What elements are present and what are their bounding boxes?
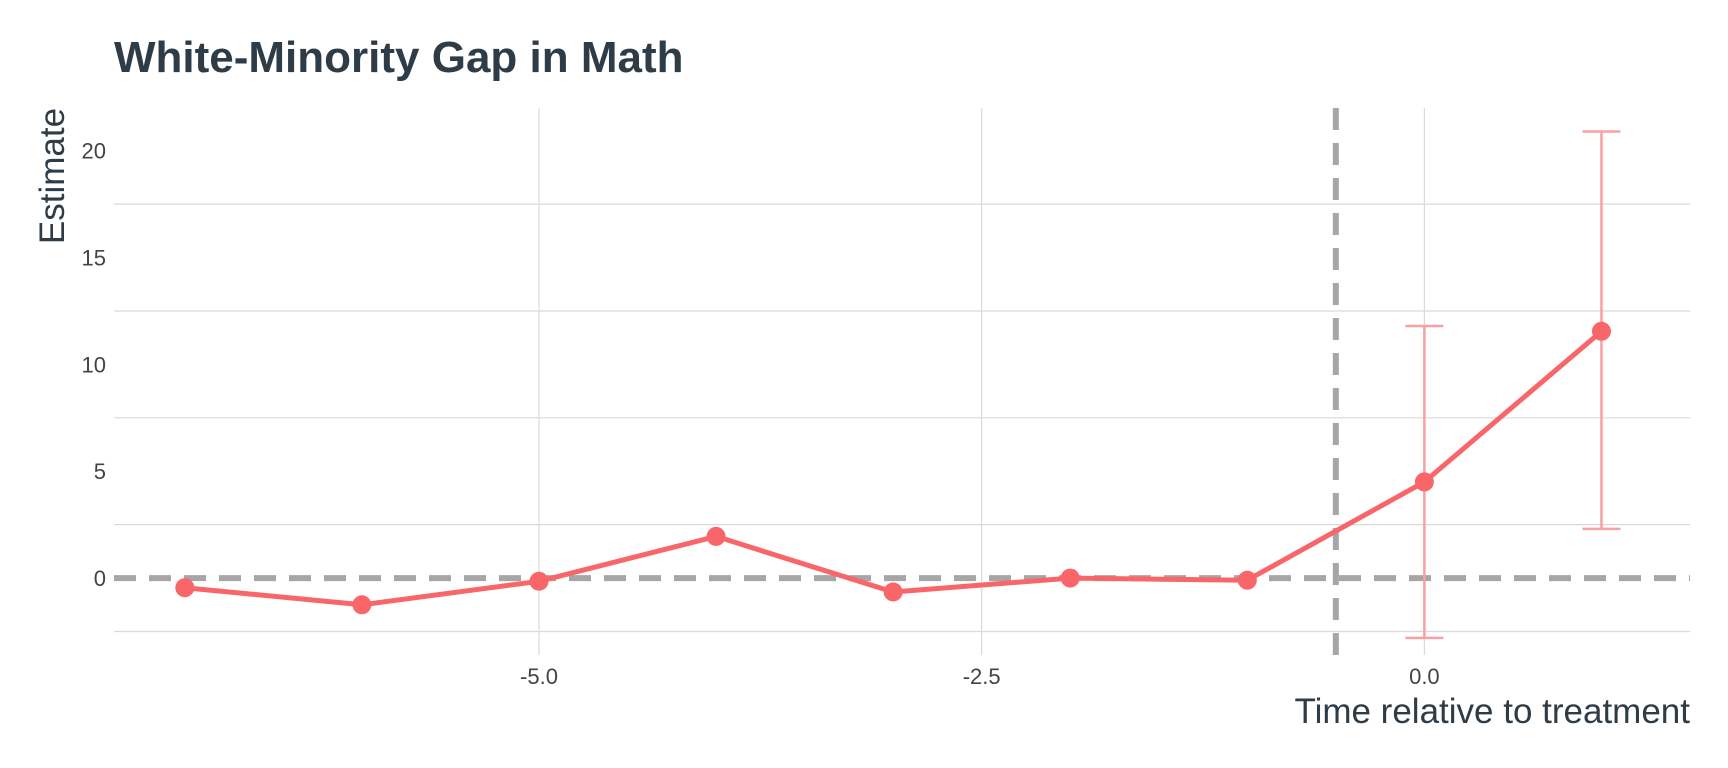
reference-lines — [114, 108, 1690, 655]
data-point — [352, 595, 372, 615]
data-point — [883, 582, 903, 602]
data-point — [529, 571, 549, 591]
error-bars — [1405, 130, 1621, 640]
chart-title: White-Minority Gap in Math — [114, 33, 684, 82]
x-tick-label: -2.5 — [963, 664, 1001, 689]
data-points — [175, 321, 1611, 615]
y-tick-label: 10 — [82, 352, 106, 377]
y-tick-label: 20 — [82, 139, 106, 164]
data-point — [1060, 568, 1080, 588]
x-tick-label: -5.0 — [520, 664, 558, 689]
y-tick-label: 0 — [94, 566, 106, 591]
data-point — [706, 526, 726, 546]
data-point — [175, 578, 195, 598]
series-path — [182, 328, 1604, 608]
y-tick-label: 15 — [82, 246, 106, 271]
x-axis-title: Time relative to treatment — [1294, 692, 1690, 731]
x-tick-label: 0.0 — [1409, 664, 1440, 689]
gridlines — [114, 108, 1690, 655]
data-point — [1591, 321, 1611, 341]
tick-labels: 0 5 10 15 20 -5.0 -2.5 0.0 — [82, 139, 1440, 689]
y-tick-label: 5 — [94, 459, 106, 484]
series-line — [182, 328, 1604, 608]
y-axis-title: Estimate — [33, 108, 72, 244]
data-point — [1414, 472, 1434, 492]
data-point — [1237, 570, 1257, 590]
